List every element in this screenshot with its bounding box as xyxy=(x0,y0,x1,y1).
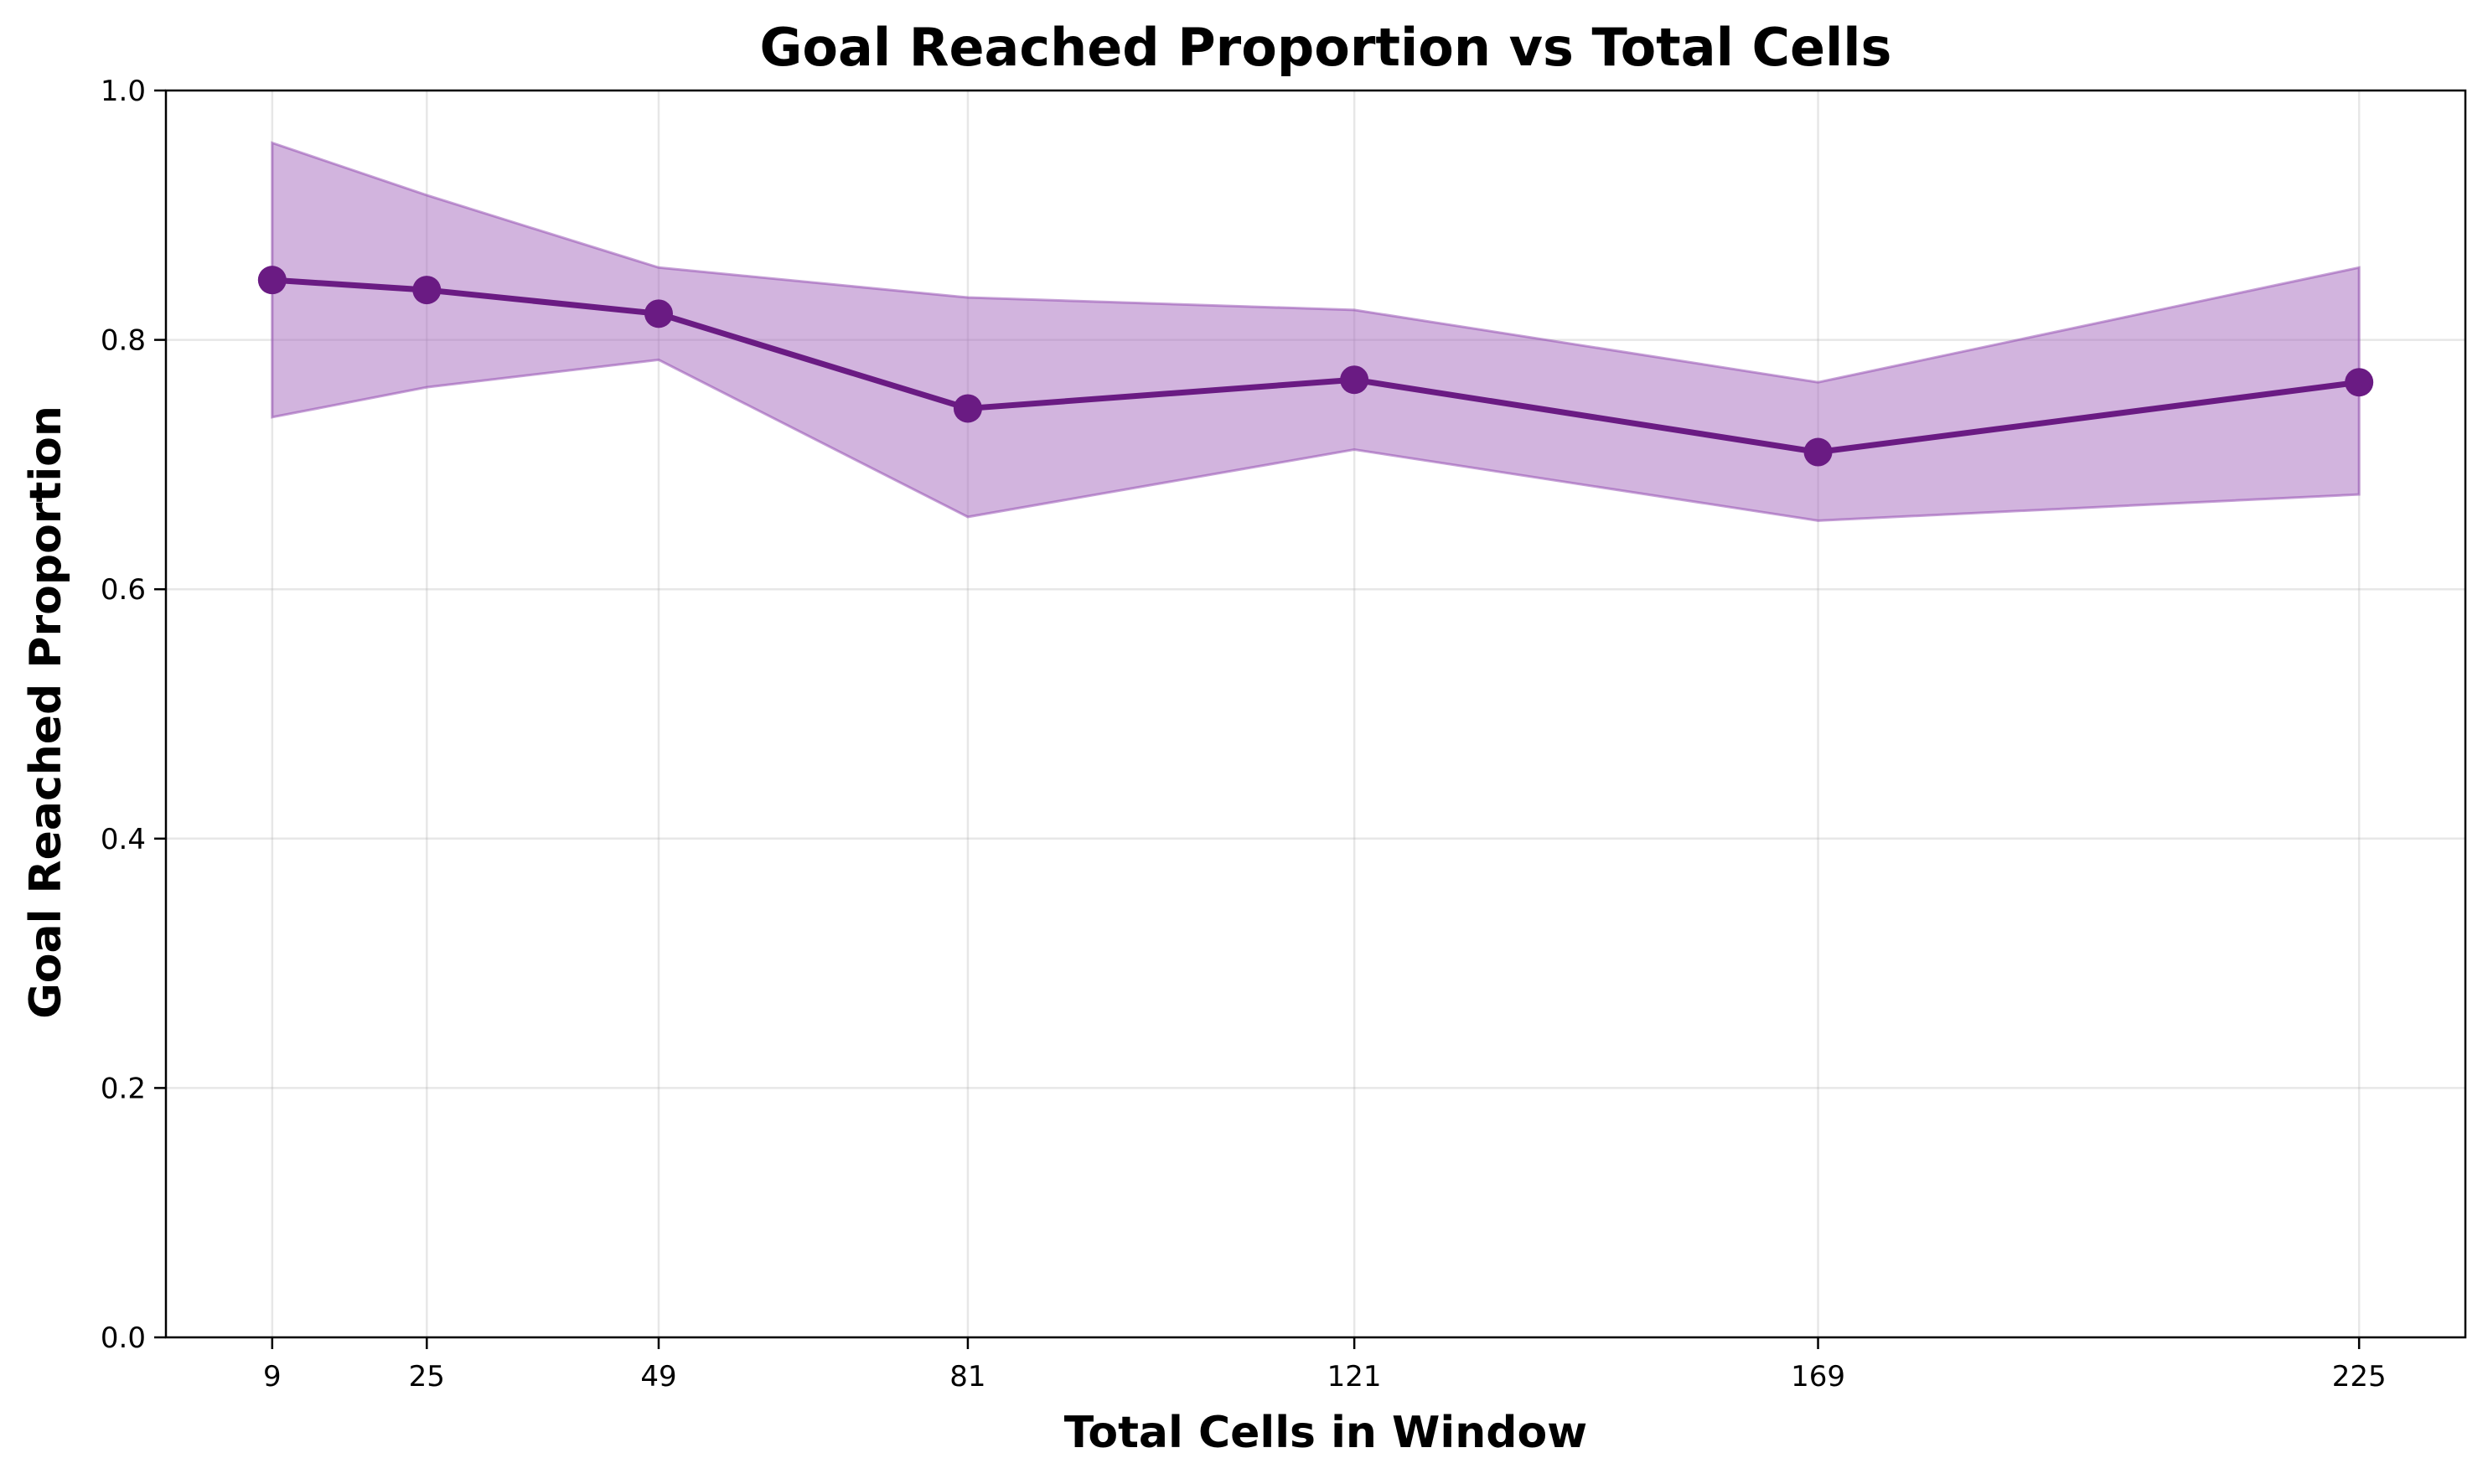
y-tick-label: 0.2 xyxy=(101,1072,146,1105)
x-tick-label: 25 xyxy=(409,1360,445,1394)
y-tick-label: 0.4 xyxy=(101,823,146,856)
data-point xyxy=(2345,368,2374,397)
plot-area-frame xyxy=(164,89,2467,1339)
data-point xyxy=(644,299,673,328)
data-point xyxy=(1803,437,1833,467)
data-points xyxy=(257,266,2374,467)
x-tick-label: 9 xyxy=(263,1360,282,1394)
data-point xyxy=(953,394,982,423)
x-axis-label: Total Cells in Window xyxy=(1064,1408,1587,1458)
data-point xyxy=(257,266,287,295)
y-tick-label: 0.0 xyxy=(101,1321,146,1355)
x-tick-label: 81 xyxy=(949,1360,985,1394)
y-axis-label: Goal Reached Proportion xyxy=(21,406,71,1019)
x-tick-label: 49 xyxy=(640,1360,676,1394)
confidence-band xyxy=(271,141,2361,522)
x-tick-label: 225 xyxy=(2332,1360,2387,1394)
y-tick-label: 0.6 xyxy=(101,573,146,607)
x-tick-label: 169 xyxy=(1791,1360,1845,1394)
y-tick-label: 1.0 xyxy=(101,75,146,108)
y-tick-label: 0.8 xyxy=(101,324,146,358)
x-tick-label: 121 xyxy=(1327,1360,1382,1394)
data-point xyxy=(412,276,442,305)
confidence-band-group xyxy=(271,141,2361,522)
data-point xyxy=(1340,365,1369,395)
y-axis-ticks: 0.0 0.2 0.4 0.6 0.8 1.0 xyxy=(101,75,166,1355)
chart-title: Goal Reached Proportion vs Total Cells xyxy=(760,17,1892,78)
x-axis-ticks: 9 25 49 81 121 169 225 xyxy=(263,1337,2387,1394)
